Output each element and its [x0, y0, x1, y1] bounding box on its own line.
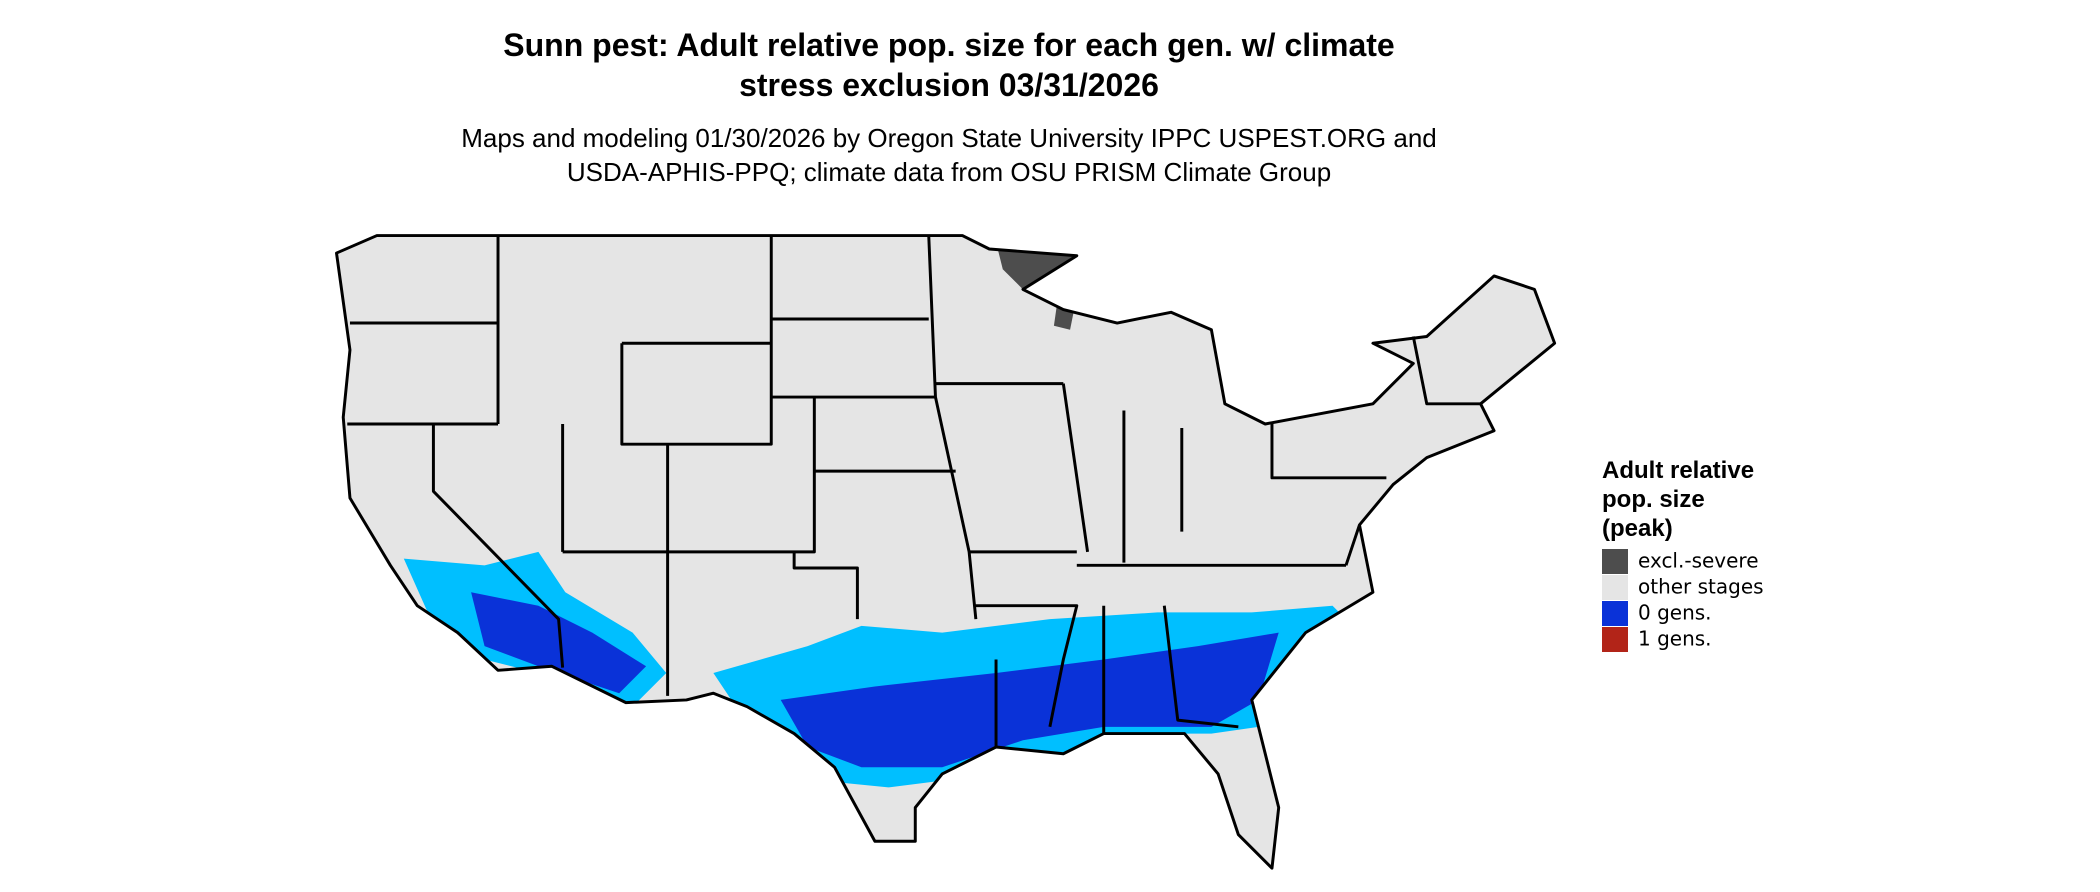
subtitle-line: Maps and modeling 01/30/2026 by Oregon S… — [461, 123, 1437, 153]
legend-swatch — [1602, 601, 1628, 626]
legend-swatch — [1602, 627, 1628, 652]
legend-label: other stages — [1638, 575, 1764, 599]
subtitle-line: USDA-APHIS-PPQ; climate data from OSU PR… — [567, 157, 1331, 187]
legend-swatch — [1602, 549, 1628, 574]
legend-swatch — [1602, 575, 1628, 600]
area-excluded — [1053, 306, 1075, 330]
area-dark — [780, 632, 1279, 768]
us-map — [335, 234, 1557, 870]
legend-label: 1 gens. — [1638, 627, 1712, 651]
legend-title: pop. size — [1602, 486, 1705, 513]
title-line: Sunn pest: Adult relative pop. size for … — [503, 27, 1394, 63]
legend-label: excl.-severe — [1638, 549, 1759, 573]
title-line: stress exclusion 03/31/2026 — [739, 67, 1159, 103]
legend-title: Adult relative — [1602, 457, 1754, 484]
area-dark — [471, 592, 647, 694]
legend-title: (peak) — [1602, 515, 1673, 542]
legend-label: 0 gens. — [1638, 601, 1712, 625]
state-lines — [347, 235, 1481, 748]
